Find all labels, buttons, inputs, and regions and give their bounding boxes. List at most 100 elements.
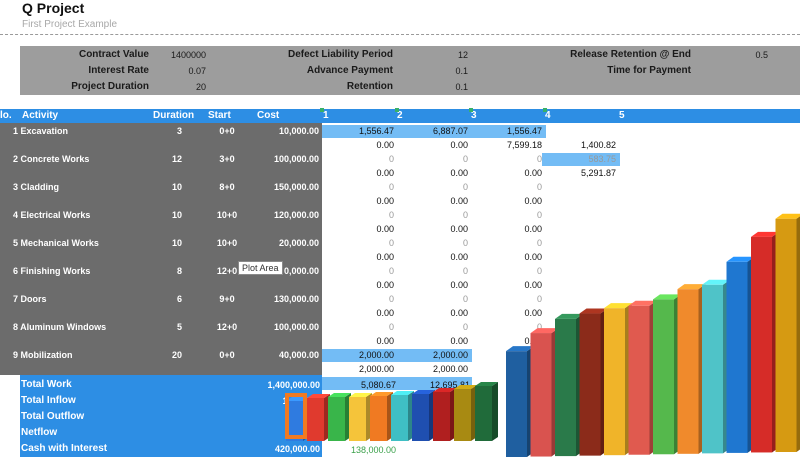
activity-duration[interactable]: 10 — [171, 182, 182, 192]
activity-start[interactable]: 9+0 — [219, 294, 235, 304]
grid-cell[interactable]: 0 — [462, 322, 468, 332]
grid-cell[interactable]: 0.00 — [524, 336, 542, 346]
grid-cell[interactable]: 0 — [536, 182, 542, 192]
grid-cell[interactable]: 0 — [388, 266, 394, 276]
col-cost[interactable]: Cost — [257, 110, 280, 121]
grid-cell[interactable]: 0 — [536, 238, 542, 248]
grid-cell[interactable]: 0.00 — [450, 336, 468, 346]
grid-cell[interactable]: 0 — [462, 294, 468, 304]
grid-cell[interactable]: 0.00 — [376, 336, 394, 346]
front-series-bar-side[interactable] — [492, 382, 498, 441]
col-month-4[interactable]: 4 — [545, 110, 551, 121]
col-no[interactable]: lo. — [0, 110, 12, 121]
activity-duration[interactable]: 20 — [171, 350, 182, 360]
grid-cell[interactable]: 0.00 — [376, 280, 394, 290]
grid-cell[interactable]: 0 — [388, 322, 394, 332]
project-duration-cell[interactable]: 20 — [195, 82, 206, 92]
grid-cell[interactable]: 1,556.47 — [506, 126, 542, 136]
front-series-bar[interactable] — [328, 397, 345, 441]
grid-cell[interactable]: 0 — [536, 266, 542, 276]
activity-start[interactable]: 0+0 — [219, 126, 235, 136]
total-work-month-1[interactable]: 5,080.67 — [360, 380, 396, 390]
grid-cell[interactable]: 5,291.87 — [580, 168, 616, 178]
grid-cell[interactable]: 0.00 — [450, 252, 468, 262]
activity-cost[interactable]: 40,000.00 — [278, 350, 319, 360]
front-series-bar-side[interactable] — [366, 393, 372, 441]
activity-cost[interactable]: 150,000.00 — [273, 182, 319, 192]
activity-duration[interactable]: 10 — [171, 210, 182, 220]
activity-start[interactable]: 10+0 — [216, 238, 238, 248]
front-series-bar-top[interactable] — [349, 393, 372, 397]
interest-rate-cell[interactable]: 0.07 — [188, 66, 206, 76]
grid-cell[interactable]: 0.00 — [524, 252, 542, 262]
grid-cell[interactable]: 0 — [388, 210, 394, 220]
activity-start[interactable]: 10+0 — [216, 210, 238, 220]
front-series-bar-side[interactable] — [408, 391, 414, 441]
advance-payment-cell[interactable]: 0.1 — [455, 66, 468, 76]
grid-cell[interactable]: 0 — [462, 182, 468, 192]
total-work-value[interactable]: 1,400,000.00 — [267, 380, 320, 390]
activity-duration[interactable]: 12 — [171, 154, 182, 164]
activity-cost[interactable]: 100,000.00 — [273, 322, 319, 332]
grid-cell[interactable]: 0.00 — [524, 196, 542, 206]
activity-cost[interactable]: 0,000.00 — [283, 266, 319, 276]
grid-cell[interactable]: 1,556.47 — [358, 126, 394, 136]
col-month-3[interactable]: 3 — [471, 110, 477, 121]
front-series-bar-top[interactable] — [412, 390, 435, 394]
contract-value-cell[interactable]: 1400000 — [170, 50, 206, 60]
activity-cost[interactable]: 10,000.00 — [278, 126, 319, 136]
grid-cell[interactable]: 2,000.00 — [432, 364, 468, 374]
activity-duration[interactable]: 8 — [176, 266, 182, 276]
grid-cell[interactable]: 0.00 — [376, 140, 394, 150]
grid-cell[interactable]: 6,887.07 — [432, 126, 468, 136]
grid-cell[interactable]: 0.00 — [450, 140, 468, 150]
grid-cell[interactable]: 0.00 — [524, 224, 542, 234]
cash-month-1[interactable]: 138,000.00 — [350, 445, 396, 455]
front-series-bar-side[interactable] — [345, 393, 351, 441]
activity-duration[interactable]: 5 — [176, 322, 182, 332]
grid-cell[interactable]: 0.00 — [450, 168, 468, 178]
grid-cell[interactable]: 0 — [388, 154, 394, 164]
front-series-bar-top[interactable] — [328, 393, 351, 397]
grid-cell[interactable]: 0.00 — [376, 308, 394, 318]
grid-cell[interactable]: 0.00 — [524, 168, 542, 178]
total-inflow-value[interactable]: 1,40 — [282, 396, 300, 406]
grid-cell[interactable]: 2,000.00 — [358, 364, 394, 374]
cash-with-interest-value[interactable]: 420,000.00 — [274, 444, 320, 454]
activity-cost[interactable]: 130,000.00 — [273, 294, 319, 304]
grid-cell[interactable]: 0 — [462, 210, 468, 220]
front-series-bar-side[interactable] — [450, 388, 456, 441]
retention-cell[interactable]: 0.1 — [455, 82, 468, 92]
activity-cost[interactable]: 100,000.00 — [273, 154, 319, 164]
grid-cell[interactable]: 7,599.18 — [506, 140, 542, 150]
grid-cell[interactable]: 0 — [536, 154, 542, 164]
activity-start[interactable]: 3+0 — [219, 154, 235, 164]
grid-cell[interactable]: 0 — [462, 266, 468, 276]
grid-cell[interactable]: 0 — [536, 294, 542, 304]
activity-cost[interactable]: 20,000.00 — [278, 238, 319, 248]
activity-cost[interactable]: 120,000.00 — [273, 210, 319, 220]
col-month-2[interactable]: 2 — [397, 110, 403, 121]
grid-cell[interactable]: 0.00 — [376, 168, 394, 178]
grid-cell[interactable]: 0 — [462, 154, 468, 164]
grid-cell[interactable]: 0.00 — [376, 252, 394, 262]
grid-cell[interactable]: 0 — [536, 210, 542, 220]
activity-start[interactable]: 12+0 — [216, 322, 238, 332]
front-series-bar[interactable] — [433, 392, 450, 441]
grid-cell[interactable]: 0.00 — [450, 280, 468, 290]
grid-cell[interactable]: 1,400.82 — [580, 140, 616, 150]
grid-cell[interactable]: 0.00 — [376, 224, 394, 234]
grid-cell[interactable]: 0 — [462, 238, 468, 248]
activity-duration[interactable]: 6 — [176, 294, 182, 304]
grid-cell[interactable]: 2,000.00 — [358, 350, 394, 360]
front-series-bar-side[interactable] — [324, 394, 330, 441]
front-series-bar-top[interactable] — [391, 391, 414, 395]
release-retention-cell[interactable]: 0.5 — [755, 50, 768, 60]
grid-cell[interactable]: 0.00 — [524, 308, 542, 318]
front-series-bar[interactable] — [475, 386, 492, 441]
grid-cell[interactable]: 583.75 — [588, 154, 616, 164]
col-duration[interactable]: Duration — [153, 110, 195, 121]
activity-start[interactable]: 0+0 — [219, 350, 235, 360]
front-series-bar[interactable] — [391, 395, 408, 441]
front-series-bar[interactable] — [370, 396, 387, 441]
